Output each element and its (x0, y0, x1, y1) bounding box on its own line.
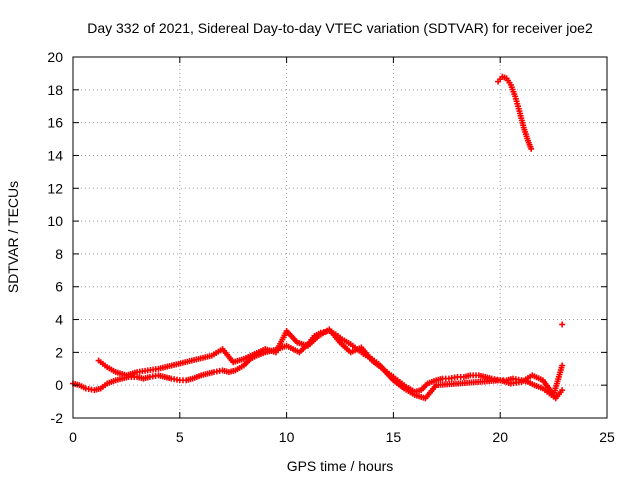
y-tick-label: 4 (55, 312, 63, 328)
x-tick-label: 10 (279, 429, 295, 445)
y-tick-label: 12 (47, 180, 63, 196)
y-tick-label: 18 (47, 82, 63, 98)
plot-frame (72, 56, 608, 419)
series-3 (559, 321, 566, 328)
series-1 (95, 326, 566, 402)
y-tick-label: 16 (47, 115, 63, 131)
y-tick-label: 8 (55, 246, 63, 262)
y-tick-label: 14 (47, 147, 63, 163)
y-tick-label: 10 (47, 213, 63, 229)
data-point (559, 362, 566, 369)
x-tick-label: 0 (69, 429, 77, 445)
x-tick-label: 15 (386, 429, 402, 445)
x-tick-label: 5 (176, 429, 184, 445)
data-point (528, 145, 535, 152)
y-tick-label: 0 (55, 377, 63, 393)
chart-title: Day 332 of 2021, Sidereal Day-to-day VTE… (87, 20, 593, 36)
x-axis-label: GPS time / hours (287, 458, 394, 474)
data-point (559, 387, 566, 394)
y-tick-label: 6 (55, 279, 63, 295)
x-tick-label: 20 (492, 429, 508, 445)
y-tick-label: 2 (55, 344, 63, 360)
y-tick-label: 20 (47, 49, 63, 65)
grid-layer (73, 57, 607, 418)
data-points-layer (70, 73, 566, 402)
data-point (559, 321, 566, 328)
y-axis-label: SDTVAR / TECUs (5, 181, 21, 293)
y-tick-label: -2 (51, 410, 64, 426)
series-2 (495, 73, 535, 152)
tick-layer: 0 5 10 15 20 25 -2 0 2 4 6 8 10 12 14 16 18 20 (47, 49, 615, 445)
x-tick-label: 25 (599, 429, 615, 445)
